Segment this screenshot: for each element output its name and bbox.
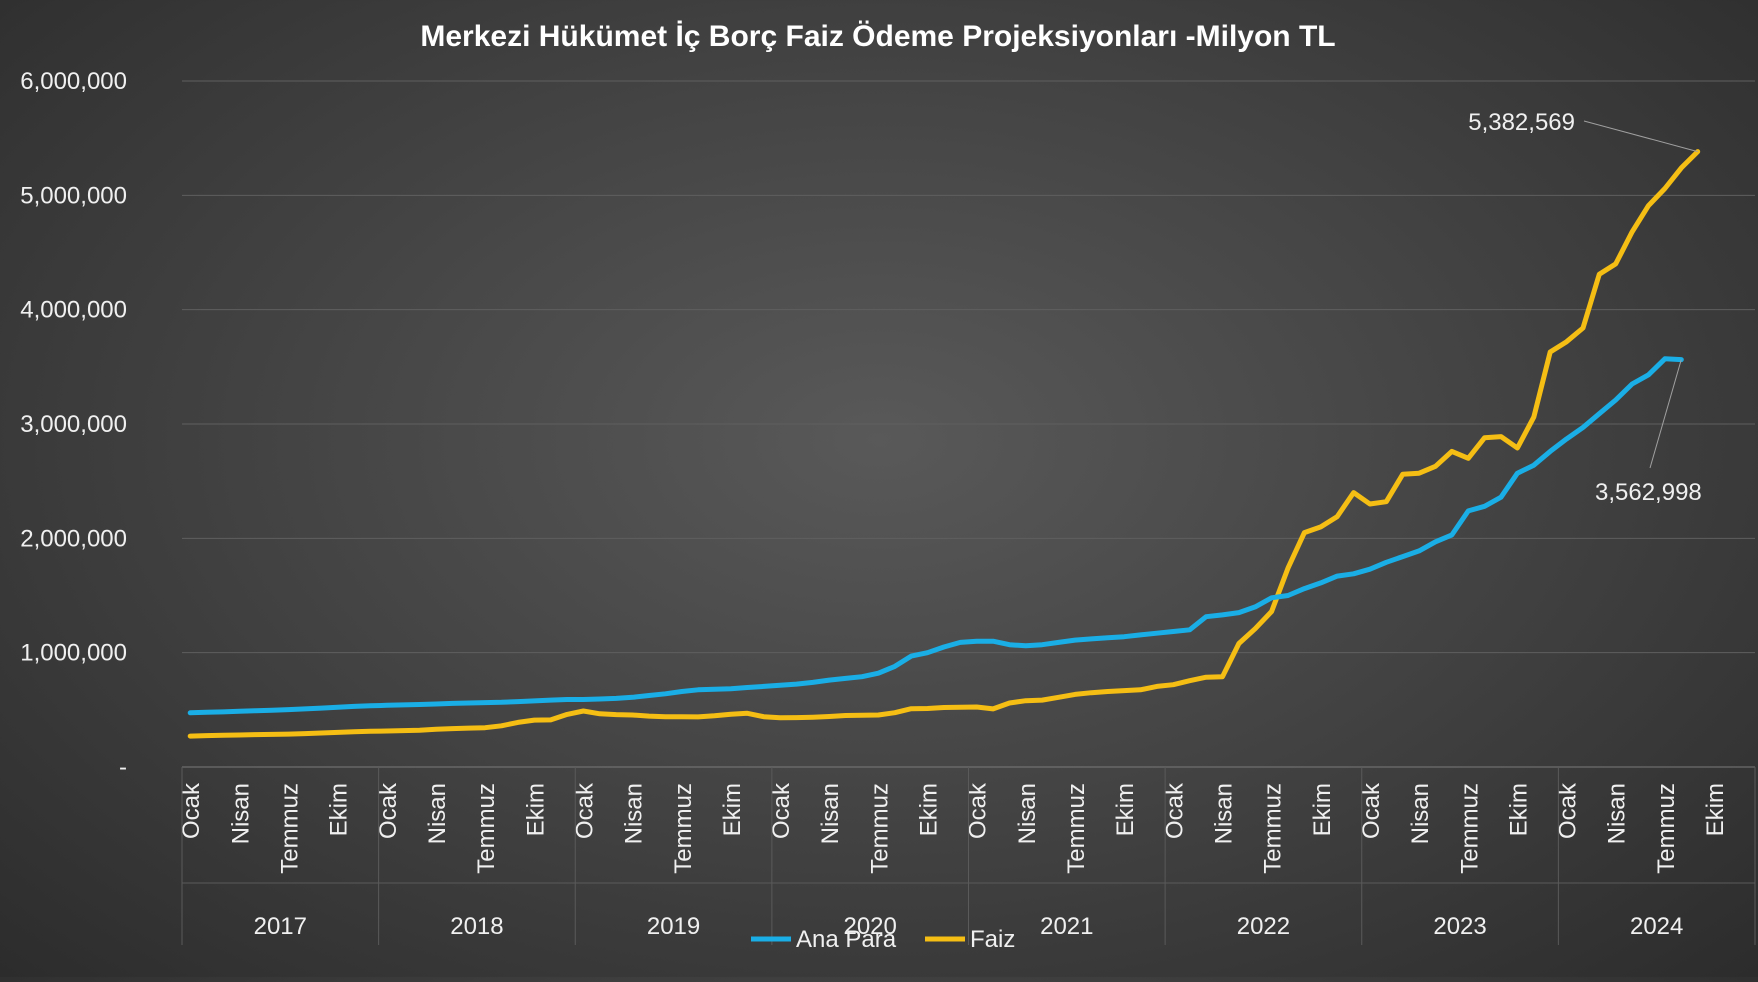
x-month-label: Ekim <box>522 783 549 836</box>
data-label-leader <box>1649 359 1682 469</box>
x-month-label: Nisan <box>621 783 648 844</box>
chart-title: Merkezi Hükümet İç Borç Faiz Ödeme Proje… <box>420 20 1335 53</box>
y-tick-label: 1,000,000 <box>20 640 127 667</box>
x-month-label: Nisan <box>227 783 254 844</box>
x-month-label: Ekim <box>326 783 353 836</box>
x-year-label: 2022 <box>1237 913 1290 940</box>
x-year-label: 2017 <box>254 913 307 940</box>
x-month-label: Nisan <box>1014 783 1041 844</box>
y-axis-tick-labels: - 1,000,000 2,000,000 3,000,000 4,000,000 5,0… <box>20 68 127 781</box>
series-line-faiz <box>187 149 1701 739</box>
x-year-label: 2021 <box>1040 913 1093 940</box>
data-label: 5,382,569 <box>1468 109 1575 136</box>
data-label: 3,562,998 <box>1595 479 1702 506</box>
x-month-label: Temmuz <box>866 783 893 874</box>
y-tick-label: 3,000,000 <box>20 411 127 438</box>
x-month-label: Temmuz <box>277 783 304 874</box>
x-month-label: Ekim <box>1505 783 1532 836</box>
x-month-label: Ocak <box>375 782 402 839</box>
x-year-label: 2018 <box>450 913 503 940</box>
legend-label: Faiz <box>970 926 1015 953</box>
legend-label: Ana Para <box>796 926 897 953</box>
x-month-label: Ocak <box>571 782 598 839</box>
x-month-label: Nisan <box>817 783 844 844</box>
x-month-label: Temmuz <box>473 783 500 874</box>
x-year-label: 2019 <box>647 913 700 940</box>
x-month-label: Ocak <box>768 782 795 839</box>
x-month-label: Ekim <box>1702 783 1729 836</box>
gridlines <box>182 80 1755 768</box>
x-month-label: Temmuz <box>670 783 697 874</box>
x-month-label: Ekim <box>719 783 746 836</box>
x-month-label: Ocak <box>1358 782 1385 839</box>
y-tick-label: - <box>119 754 127 781</box>
x-month-label: Temmuz <box>1456 783 1483 874</box>
data-labels: 3,562,998 5,382,569 <box>1468 109 1702 506</box>
x-month-label: Ocak <box>965 782 992 839</box>
x-month-label: Nisan <box>1604 783 1631 844</box>
x-month-label: Nisan <box>1210 783 1237 844</box>
x-month-label: Ekim <box>1309 783 1336 836</box>
legend: Ana Para Faiz <box>751 926 1015 953</box>
series-line-ana-para <box>187 356 1684 716</box>
x-month-label: Nisan <box>1407 783 1434 844</box>
y-tick-label: 4,000,000 <box>20 297 127 324</box>
x-month-label: Temmuz <box>1063 783 1090 874</box>
data-label-leader <box>1583 120 1698 153</box>
x-month-label: Nisan <box>424 783 451 844</box>
x-axis: Ocak Nisan Temmuz Ekim Ocak Nisan Temmuz Ekim Oc… <box>178 767 1756 945</box>
x-year-label: 2024 <box>1630 913 1683 940</box>
x-month-label: Ocak <box>1161 782 1188 839</box>
x-month-label: Temmuz <box>1653 783 1680 874</box>
x-year-label: 2023 <box>1433 913 1486 940</box>
y-tick-label: 6,000,000 <box>20 68 127 95</box>
x-month-label: Ocak <box>1555 782 1582 839</box>
x-year-label: 2020 <box>843 913 896 940</box>
y-tick-label: 2,000,000 <box>20 525 127 552</box>
x-month-label: Ekim <box>916 783 943 836</box>
x-month-label: Ekim <box>1112 783 1139 836</box>
x-month-label: Ocak <box>178 782 205 839</box>
series-lines <box>187 149 1701 739</box>
y-tick-label: 5,000,000 <box>20 182 127 209</box>
x-month-label: Temmuz <box>1260 783 1287 874</box>
